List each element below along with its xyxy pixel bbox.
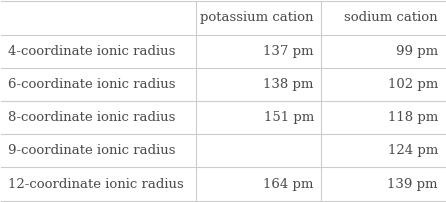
Text: 138 pm: 138 pm [264,78,314,91]
Text: 99 pm: 99 pm [396,45,438,58]
Text: 118 pm: 118 pm [388,111,438,124]
Text: 124 pm: 124 pm [388,144,438,157]
Text: 6-coordinate ionic radius: 6-coordinate ionic radius [8,78,176,91]
Text: 4-coordinate ionic radius: 4-coordinate ionic radius [8,45,175,58]
Text: 9-coordinate ionic radius: 9-coordinate ionic radius [8,144,176,157]
Text: 8-coordinate ionic radius: 8-coordinate ionic radius [8,111,175,124]
Text: 139 pm: 139 pm [388,178,438,190]
Text: sodium cation: sodium cation [344,12,438,24]
Text: 151 pm: 151 pm [264,111,314,124]
Text: 137 pm: 137 pm [263,45,314,58]
Text: 102 pm: 102 pm [388,78,438,91]
Text: 12-coordinate ionic radius: 12-coordinate ionic radius [8,178,184,190]
Text: 164 pm: 164 pm [264,178,314,190]
Text: potassium cation: potassium cation [200,12,314,24]
